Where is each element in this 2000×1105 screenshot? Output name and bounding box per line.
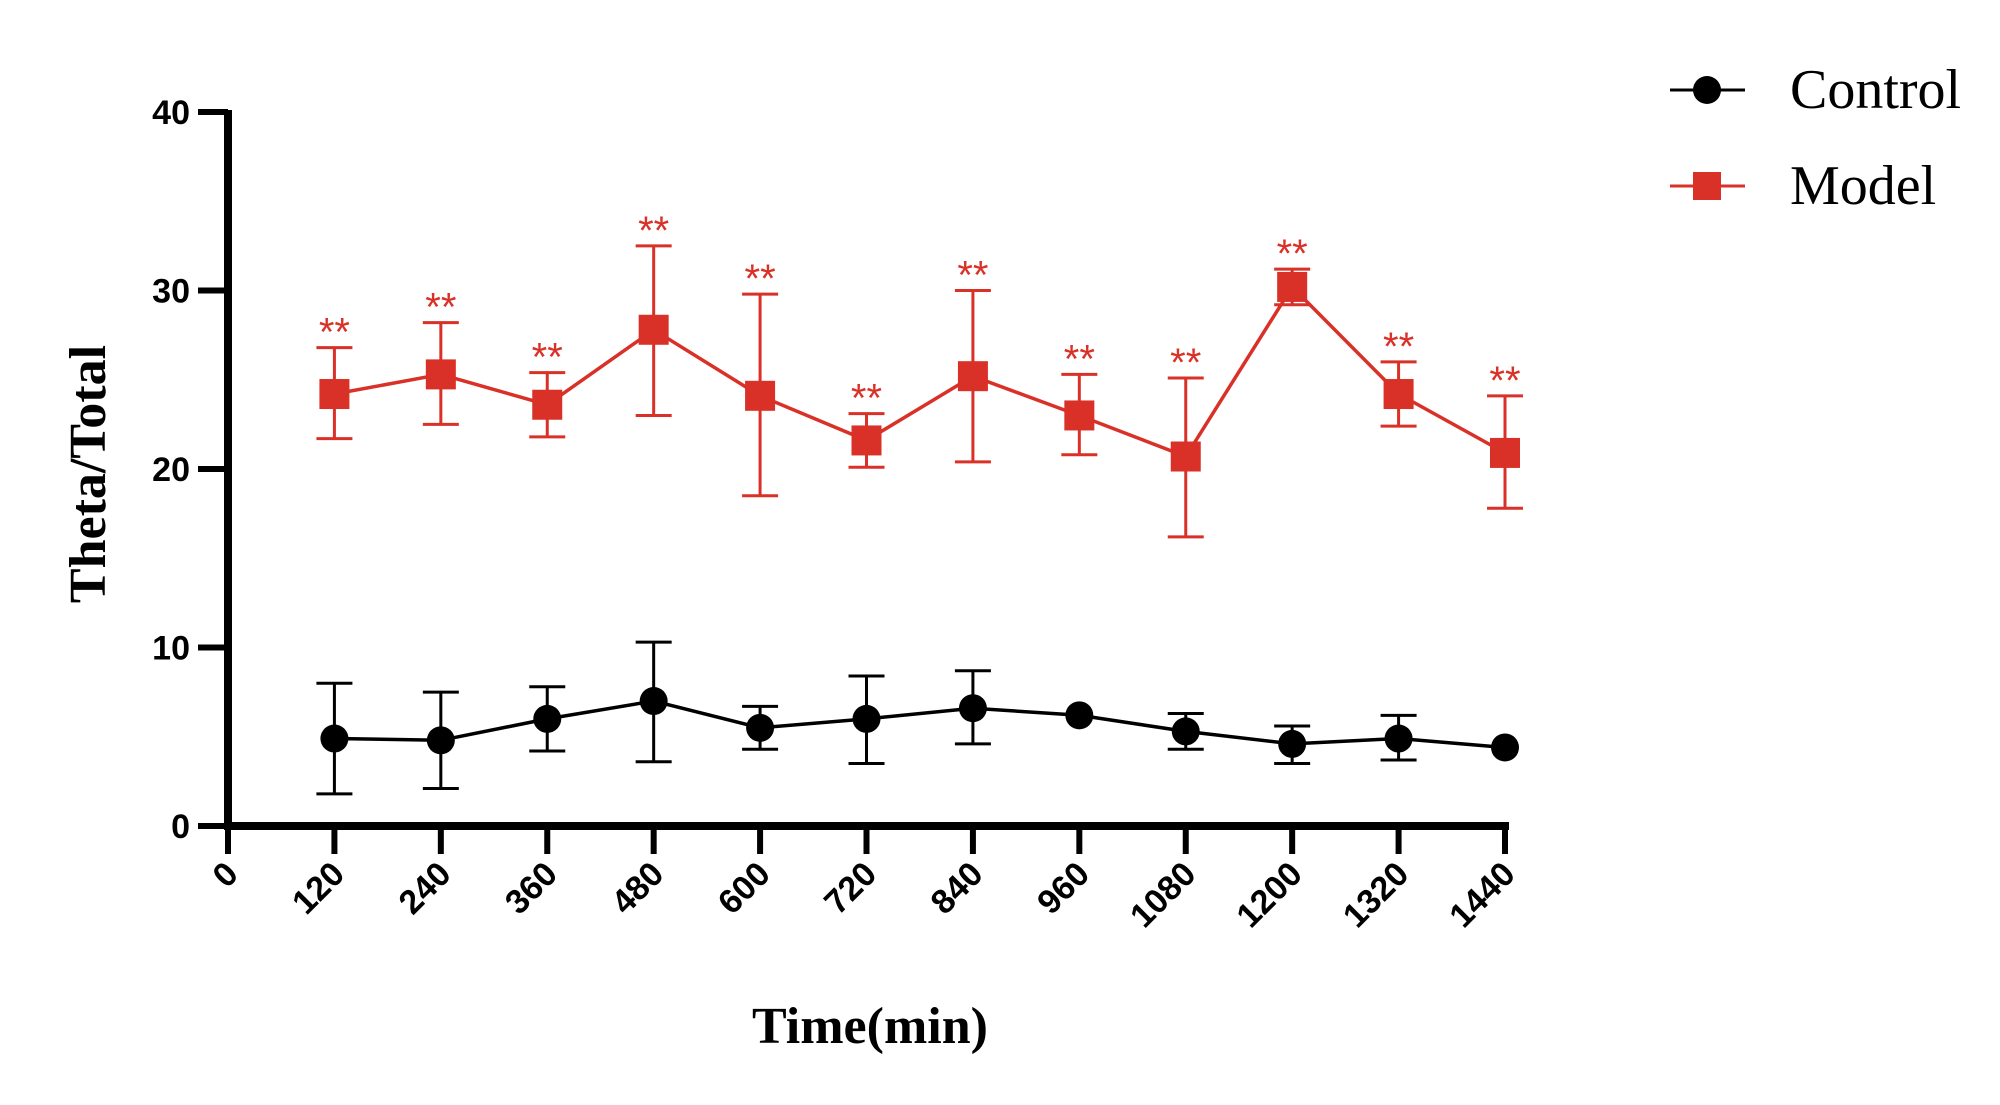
- y-tick-label: 40: [152, 94, 190, 132]
- significance-label: **: [1064, 337, 1095, 381]
- significance-label: **: [957, 254, 988, 298]
- data-point-model: [1490, 437, 1520, 468]
- significance-label: **: [425, 286, 456, 330]
- data-point-model: [957, 361, 988, 392]
- significance-label: **: [745, 257, 776, 301]
- legend-item-control: Control: [1670, 59, 1961, 121]
- data-point-model: [1170, 441, 1201, 472]
- data-point-control: [639, 687, 668, 716]
- data-point-model: [1383, 379, 1414, 410]
- x-tick-label: 840: [924, 855, 991, 922]
- data-point-model: [532, 389, 563, 420]
- y-axis-title: Theta/Total: [60, 345, 117, 603]
- x-axis-title: Time(min): [752, 998, 988, 1055]
- significance-label: **: [1170, 341, 1201, 385]
- x-tick-label: 480: [604, 855, 671, 922]
- significance-label: **: [532, 336, 563, 380]
- data-point-control: [533, 704, 562, 733]
- x-tick-label: 1320: [1336, 855, 1416, 935]
- x-tick-label: 600: [711, 855, 778, 922]
- x-tick-label: 360: [498, 855, 565, 922]
- data-point-control: [1384, 724, 1413, 753]
- legend-control-label: Control: [1790, 59, 1961, 121]
- legend-model-label: Model: [1790, 155, 1936, 217]
- x-tick-label: 960: [1030, 855, 1097, 922]
- x-tick-label: 0: [205, 855, 245, 895]
- x-tick-label: 1440: [1442, 855, 1522, 935]
- y-tick-label: 20: [152, 451, 190, 489]
- data-point-model: [1064, 400, 1095, 431]
- legend-model-marker: [1693, 172, 1721, 200]
- significance-label: **: [1277, 232, 1308, 276]
- data-point-control: [320, 724, 349, 753]
- x-tick-label: 1080: [1123, 855, 1203, 935]
- x-tick-label: 720: [817, 855, 884, 922]
- x-tick-label: 240: [392, 855, 459, 922]
- legend: Control Model: [1670, 59, 1961, 217]
- data-point-control: [1491, 733, 1519, 762]
- data-point-control: [958, 694, 987, 723]
- legend-item-model: Model: [1670, 155, 1936, 217]
- significance-label: **: [1489, 359, 1520, 403]
- data-point-model: [638, 314, 669, 345]
- data-point-model: [1277, 271, 1308, 302]
- data-point-control: [746, 713, 775, 742]
- significance-label: **: [319, 311, 350, 355]
- plot-area: 0 10 20 30 40 0 120 240 360 480 600 720 840 960 1080 12…: [152, 94, 1523, 935]
- data-point-model: [745, 380, 776, 411]
- y-tick-label: 0: [171, 808, 190, 846]
- data-point-control: [1065, 701, 1094, 730]
- y-tick-label: 30: [152, 273, 190, 311]
- series-line-control: [334, 699, 1506, 750]
- significance-label: **: [1383, 325, 1414, 369]
- x-tick-label: 120: [285, 855, 352, 922]
- y-tick-label: 10: [152, 630, 190, 668]
- data-point-control: [1171, 717, 1200, 746]
- significance-label: **: [851, 377, 882, 421]
- significance-label: **: [638, 209, 669, 253]
- data-point-model: [425, 359, 456, 390]
- data-point-control: [1278, 729, 1307, 758]
- data-point-model: [319, 379, 350, 410]
- x-tick-label: 1200: [1229, 855, 1309, 935]
- series-line-model: [334, 284, 1506, 459]
- data-point-control: [426, 726, 455, 755]
- data-point-control: [852, 704, 881, 733]
- legend-control-marker: [1693, 76, 1721, 104]
- data-point-model: [851, 425, 882, 456]
